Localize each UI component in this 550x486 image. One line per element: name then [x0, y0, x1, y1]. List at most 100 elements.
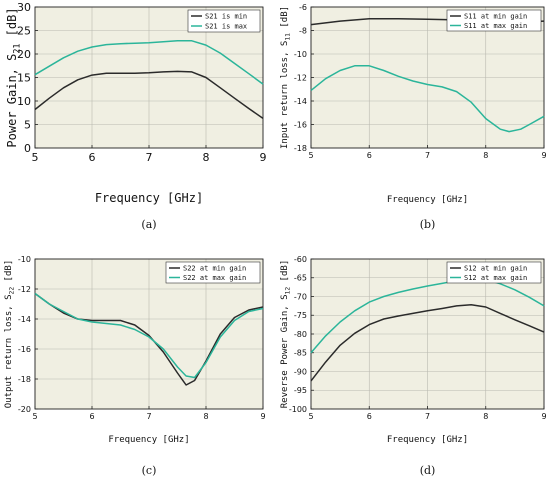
- y-tick-label: -16: [18, 345, 31, 354]
- y-tick-label: 20: [17, 48, 31, 61]
- x-tick-label: 9: [260, 151, 267, 164]
- y-tick-label: -8: [299, 26, 307, 35]
- chart-panel: 5 6 7 8 9 -100 -95 -90 -85 -80 -75 -70 -65 -60 S12 at …: [280, 255, 547, 477]
- y-tick-label: -10: [18, 255, 31, 264]
- legend-label: S12 at min gain: [464, 265, 527, 273]
- y-axis-label-unit: [dB]: [280, 6, 290, 33]
- y-tick-label: -10: [294, 50, 307, 59]
- y-tick-label: -12: [294, 73, 307, 82]
- y-axis-label-text: Input return loss, S: [280, 41, 290, 149]
- y-tick-label: -80: [294, 330, 307, 339]
- y-tick-label: -60: [294, 255, 307, 264]
- x-tick-label: 7: [146, 151, 153, 164]
- legend: S21 is min S21 is max: [187, 9, 261, 33]
- y-axis-label-subscript: 12: [285, 287, 292, 295]
- x-tick-label: 6: [367, 412, 372, 421]
- y-tick-label: -100: [289, 405, 307, 414]
- y-axis-label: Reverse Power Gain, S12 [dB]: [280, 260, 292, 408]
- y-axis-label-subscript: 21: [12, 44, 22, 54]
- panel-caption: (a): [141, 218, 156, 231]
- y-tick-label: -65: [294, 274, 307, 283]
- x-tick-label: 7: [146, 412, 151, 421]
- legend-label: S21 is min: [205, 13, 247, 21]
- legend-box: [187, 9, 261, 33]
- x-tick-label: 8: [203, 151, 210, 164]
- x-tick-label: 6: [367, 151, 372, 160]
- x-tick-label: 9: [541, 151, 546, 160]
- y-tick-label: -6: [299, 3, 307, 12]
- legend-box: [165, 261, 261, 284]
- legend-label: S11 at min gain: [464, 13, 527, 21]
- x-axis-label: Frequency [GHz]: [95, 191, 203, 205]
- x-tick-label: 8: [483, 412, 488, 421]
- x-tick-label: 9: [541, 412, 546, 421]
- y-tick-label: 30: [17, 1, 31, 14]
- x-tick-label: 7: [425, 151, 430, 160]
- y-axis-label-text: Output return loss, S: [4, 294, 14, 408]
- series-line: [34, 40, 264, 85]
- y-tick-label: -18: [294, 144, 307, 153]
- y-tick-label: -14: [18, 315, 31, 324]
- panel-caption: (d): [420, 464, 436, 477]
- y-axis-label-unit: [dB]: [4, 260, 14, 287]
- y-tick-label: -14: [294, 97, 307, 106]
- x-tick-label: 8: [483, 151, 488, 160]
- x-tick-label: 5: [32, 412, 37, 421]
- x-tick-label: 6: [89, 412, 94, 421]
- series-line: [34, 292, 264, 379]
- x-tick-label: 5: [308, 151, 313, 160]
- y-tick-label: -90: [294, 367, 307, 376]
- y-axis-label: Input return loss, S11 [dB]: [280, 6, 292, 149]
- legend-label: S11 at max gain: [464, 22, 527, 30]
- y-axis-label-text: Power Gain, S: [5, 54, 19, 148]
- y-tick-label: -12: [18, 285, 31, 294]
- y-tick-label: 25: [17, 24, 31, 37]
- y-axis-label-text: Reverse Power Gain, S: [280, 294, 290, 408]
- legend-label: S21 is max: [205, 23, 247, 31]
- y-axis-label: Output return loss, S22 [dB]: [4, 260, 16, 408]
- series-line: [34, 70, 264, 120]
- y-tick-label: -95: [294, 386, 307, 395]
- y-axis-label-subscript: 11: [285, 33, 292, 41]
- panel-caption: (c): [142, 464, 157, 477]
- series-line: [310, 65, 545, 133]
- legend-label: S22 at max gain: [183, 274, 246, 282]
- x-axis-label: Frequency [GHz]: [387, 195, 468, 205]
- y-axis-label-unit: [dB]: [5, 7, 19, 43]
- series-line: [310, 304, 545, 382]
- legend-label: S12 at max gain: [464, 274, 527, 282]
- y-tick-label: -70: [294, 292, 307, 301]
- y-tick-label: -18: [18, 375, 31, 384]
- y-axis-label: Power Gain, S21 [dB]: [5, 7, 22, 147]
- panel-caption: (b): [420, 218, 436, 231]
- series-line: [310, 278, 545, 354]
- legend-label: S22 at min gain: [183, 265, 246, 273]
- y-axis-label-unit: [dB]: [280, 260, 290, 287]
- x-axis-label: Frequency [GHz]: [108, 435, 189, 445]
- y-tick-label: -85: [294, 349, 307, 358]
- y-tick-label: 0: [24, 142, 31, 155]
- x-axis-label: Frequency [GHz]: [387, 435, 468, 445]
- x-tick-label: 9: [260, 412, 265, 421]
- y-tick-label: -75: [294, 311, 307, 320]
- chart-panel: 5 6 7 8 9 -18 -16 -14 -12 -10 -8 -6 S11 at min gainS…: [280, 3, 547, 231]
- y-axis-label-subscript: 22: [9, 287, 16, 295]
- y-tick-label: 15: [17, 71, 31, 84]
- x-tick-label: 7: [425, 412, 430, 421]
- y-tick-label: 5: [24, 118, 31, 131]
- y-tick-label: -20: [18, 405, 31, 414]
- x-tick-label: 5: [308, 412, 313, 421]
- legend-box: [446, 261, 542, 284]
- legend-box: [446, 9, 542, 32]
- x-tick-label: 6: [89, 151, 96, 164]
- y-tick-label: 10: [17, 95, 31, 108]
- chart-panel: 5 6 7 8 9 -20 -18 -16 -14 -12 -10 S22 at min gainS2…: [4, 255, 266, 477]
- x-tick-label: 5: [32, 151, 39, 164]
- x-tick-label: 8: [203, 412, 208, 421]
- y-tick-label: -16: [294, 120, 307, 129]
